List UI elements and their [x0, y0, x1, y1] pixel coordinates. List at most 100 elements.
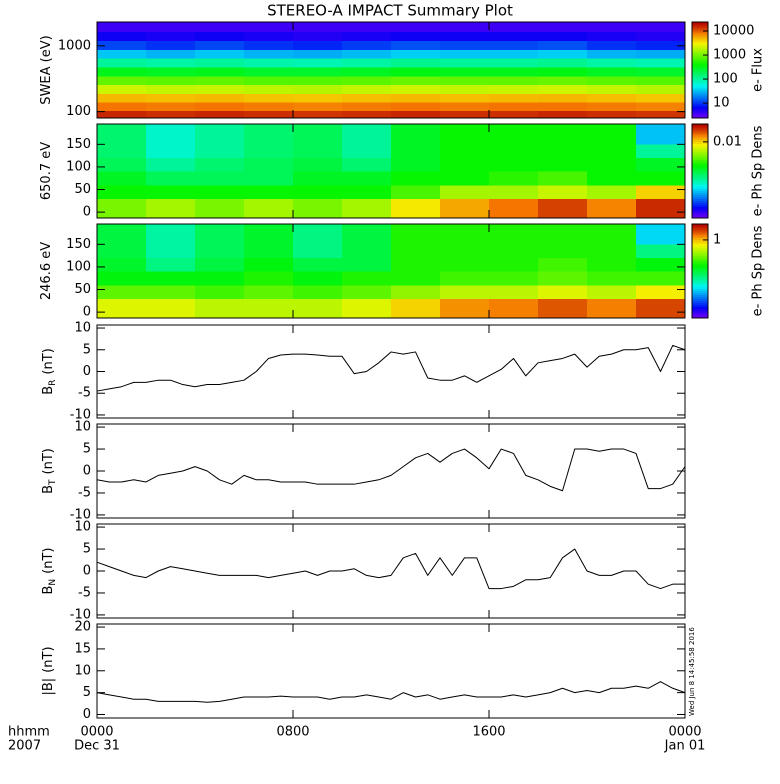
heatmap-cell	[537, 298, 588, 319]
heatmap-cell	[145, 110, 196, 119]
heatmap-cell	[292, 198, 343, 219]
colorbar-swatch	[692, 64, 708, 67]
heatmap-cell	[341, 40, 392, 51]
x-tick-label: 1600	[472, 725, 505, 740]
y-axis-label: 650.7 eV	[39, 142, 54, 200]
colorbar-swatch	[692, 48, 708, 51]
colorbar-swatch	[692, 96, 708, 99]
heatmap-cell	[390, 223, 441, 245]
heatmap-cell	[96, 84, 147, 94]
y-tick-label: 100	[66, 159, 91, 174]
colorbar-swatch	[692, 90, 708, 93]
heatmap-cell	[537, 40, 588, 51]
heatmap-cell	[439, 93, 490, 103]
y-tick-label: -5	[78, 386, 91, 401]
colorbar-swatch	[692, 239, 708, 243]
colorbar-swatch	[692, 178, 708, 182]
heatmap-cell	[488, 184, 539, 199]
heatmap-cell	[439, 49, 490, 59]
colorbar-swatch	[692, 314, 708, 317]
colorbar-swatch	[692, 310, 708, 313]
colorbar-swatch	[692, 284, 708, 288]
heatmap-cell	[439, 40, 490, 51]
heatmap-cell	[194, 144, 245, 159]
heatmap-cell	[635, 298, 686, 319]
heatmap-cell	[341, 102, 392, 111]
heatmap-cell	[292, 157, 343, 172]
y-tick-label: -5	[78, 585, 91, 600]
heatmap-cell	[96, 93, 147, 103]
colorbar-swatch	[692, 68, 708, 71]
colorbar-swatch	[692, 74, 708, 77]
colorbar-swatch	[692, 145, 708, 148]
heatmap-cell	[586, 271, 637, 286]
heatmap-cell	[586, 284, 637, 299]
y-label-main: B	[41, 586, 56, 595]
y-label-unit: (nT)	[41, 548, 56, 574]
colorbar-swatch	[692, 265, 708, 268]
y-tick-label: 5	[83, 542, 91, 557]
heatmap-cell	[390, 157, 441, 172]
heatmap-cell	[145, 171, 196, 186]
colorbar-swatch	[692, 110, 708, 113]
heatmap-cell	[537, 21, 588, 33]
y-tick-label: -10	[70, 607, 91, 622]
heatmap-cell	[341, 49, 392, 59]
colorbar-swatch	[692, 174, 708, 178]
y-tick-label: 0	[83, 564, 91, 579]
heatmap-cell	[586, 198, 637, 219]
heatmap-cell	[341, 21, 392, 33]
heatmap-cell	[439, 123, 490, 145]
y-tick-label: 20	[74, 620, 91, 635]
colorbar-swatch	[692, 38, 708, 41]
heatmap-cell	[635, 284, 686, 299]
heatmap-cell	[488, 171, 539, 186]
heatmap-cell	[96, 284, 147, 299]
colorbar-swatch	[692, 186, 708, 190]
colorbar-swatch	[692, 261, 708, 264]
heatmap-cell	[194, 123, 245, 145]
heatmap-cell	[488, 40, 539, 51]
colorbar-swatch	[692, 206, 708, 209]
colorbar-swatch	[692, 296, 708, 299]
heatmap-cell	[586, 40, 637, 51]
colorbar-swatch	[692, 24, 708, 27]
heatmap-cell	[243, 75, 294, 85]
y-tick-label: 10	[74, 321, 91, 336]
colorbar-swatch	[692, 257, 708, 260]
heatmap-cell	[243, 244, 294, 259]
colorbar-swatch	[692, 102, 708, 105]
heatmap-cell	[635, 184, 686, 199]
y-label-subscript: T	[48, 479, 58, 486]
y-tick-label: 15	[74, 641, 91, 656]
heatmap-cell	[292, 75, 343, 85]
heatmap-cell	[96, 67, 147, 77]
heatmap-cell	[341, 58, 392, 68]
colorbar-swatch	[692, 108, 708, 111]
heatmap-cell	[635, 244, 686, 259]
y-tick-label: 100	[66, 259, 91, 274]
colorbar-swatch	[692, 255, 708, 258]
heatmap-cell	[292, 40, 343, 51]
heatmap-cell	[586, 58, 637, 68]
heatmap-cell	[194, 31, 245, 42]
colorbar-swatch	[692, 104, 708, 107]
heatmap-cell	[586, 110, 637, 119]
colorbar-swatch	[692, 82, 708, 85]
heatmap-cell	[439, 184, 490, 199]
colorbar-swatch	[692, 112, 708, 115]
colorbar-swatch	[692, 30, 708, 33]
heatmap-cell	[586, 144, 637, 159]
heatmap-cell	[390, 244, 441, 259]
heatmap-cell	[194, 257, 245, 272]
heatmap-cell	[586, 171, 637, 186]
heatmap-cell	[635, 198, 686, 219]
colorbar-swatch	[692, 42, 708, 45]
heatmap-cell	[194, 49, 245, 59]
heatmap-cell	[341, 67, 392, 77]
colorbar-label: e- Ph Sp Dens	[751, 125, 766, 216]
y-label-main: |B|	[41, 678, 56, 696]
colorbar-swatch	[692, 135, 708, 139]
heatmap-cell	[292, 21, 343, 33]
heatmap-cell	[145, 284, 196, 299]
